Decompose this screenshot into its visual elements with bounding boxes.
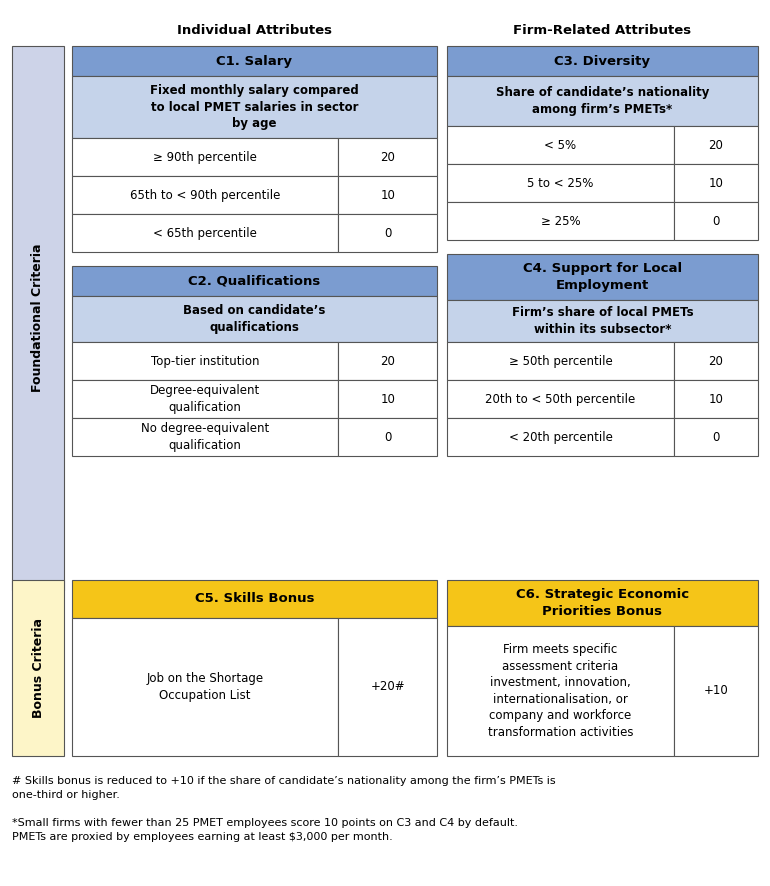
Text: 20: 20 [708,138,724,152]
Bar [447,126,674,164]
Bar [12,46,64,590]
Bar [447,46,758,76]
Text: 0: 0 [712,431,720,444]
Text: 5 to < 25%: 5 to < 25% [527,176,594,190]
Text: 10: 10 [708,392,724,406]
Text: 0: 0 [384,227,391,239]
Bar [72,76,437,138]
Text: Share of candidate’s nationality
among firm’s PMETs*: Share of candidate’s nationality among f… [496,86,709,116]
Text: C3. Diversity: C3. Diversity [554,55,651,67]
Text: Foundational Criteria: Foundational Criteria [32,244,45,392]
Text: # Skills bonus is reduced to +10 if the share of candidate’s nationality among t: # Skills bonus is reduced to +10 if the … [12,776,556,800]
Text: 65th to < 90th percentile: 65th to < 90th percentile [130,189,280,201]
Text: Based on candidate’s
qualifications: Based on candidate’s qualifications [183,304,326,334]
Bar [339,138,437,176]
Bar [674,126,758,164]
Text: ≥ 50th percentile: ≥ 50th percentile [509,354,612,368]
Bar [447,380,674,418]
Text: C6. Strategic Economic
Priorities Bonus: C6. Strategic Economic Priorities Bonus [516,588,689,618]
Bar [339,418,437,456]
Text: 20th to < 50th percentile: 20th to < 50th percentile [485,392,636,406]
Text: 20: 20 [380,354,395,368]
Bar [447,580,758,626]
Text: C2. Qualifications: C2. Qualifications [189,275,320,287]
Bar [72,138,339,176]
Text: 10: 10 [380,189,395,201]
Text: Individual Attributes: Individual Attributes [177,24,332,36]
Text: Fixed monthly salary compared
to local PMET salaries in sector
by age: Fixed monthly salary compared to local P… [150,84,359,130]
Bar [339,380,437,418]
Bar [339,342,437,380]
Text: ≥ 25%: ≥ 25% [541,214,581,228]
Bar [72,380,339,418]
Bar [72,342,339,380]
Text: < 65th percentile: < 65th percentile [153,227,257,239]
Text: No degree-equivalent
qualification: No degree-equivalent qualification [141,423,270,452]
Bar [447,300,758,342]
Bar [72,580,437,618]
Text: *Small firms with fewer than 25 PMET employees score 10 points on C3 and C4 by d: *Small firms with fewer than 25 PMET emp… [12,818,518,842]
Text: +20#: +20# [370,680,405,694]
Bar [72,214,339,252]
Text: C4. Support for Local
Employment: C4. Support for Local Employment [523,262,682,291]
Text: Top-tier institution: Top-tier institution [151,354,259,368]
Bar [674,202,758,240]
Text: ≥ 90th percentile: ≥ 90th percentile [153,151,257,164]
Bar [674,380,758,418]
Bar [447,76,758,126]
Bar [447,418,674,456]
Text: Firm meets specific
assessment criteria
investment, innovation,
internationalisa: Firm meets specific assessment criteria … [487,643,633,739]
Bar [72,176,339,214]
Bar [72,266,437,296]
Text: 0: 0 [384,431,391,444]
Bar [674,164,758,202]
Bar [339,214,437,252]
Bar [72,46,437,76]
Text: 10: 10 [380,392,395,406]
Bar [339,618,437,756]
Text: 10: 10 [708,176,724,190]
Text: Degree-equivalent
qualification: Degree-equivalent qualification [150,385,260,414]
Bar [447,164,674,202]
Text: Bonus Criteria: Bonus Criteria [32,618,45,718]
Bar [674,418,758,456]
Bar [674,342,758,380]
Bar [674,626,758,756]
Text: < 20th percentile: < 20th percentile [508,431,612,444]
Text: 0: 0 [712,214,720,228]
Text: C1. Salary: C1. Salary [216,55,293,67]
Text: Firm’s share of local PMETs
within its subsector*: Firm’s share of local PMETs within its s… [512,307,693,336]
Text: +10: +10 [704,685,728,697]
Text: Firm-Related Attributes: Firm-Related Attributes [514,24,691,36]
Bar [447,202,674,240]
Bar [447,626,674,756]
Text: C5. Skills Bonus: C5. Skills Bonus [195,593,314,605]
Bar [12,580,64,756]
Text: 20: 20 [708,354,724,368]
Bar [339,176,437,214]
Text: < 5%: < 5% [544,138,577,152]
Bar [72,296,437,342]
Bar [447,342,674,380]
Bar [72,618,339,756]
Text: Job on the Shortage
Occupation List: Job on the Shortage Occupation List [146,672,264,702]
Text: 20: 20 [380,151,395,164]
Bar [72,418,339,456]
Bar [447,254,758,300]
